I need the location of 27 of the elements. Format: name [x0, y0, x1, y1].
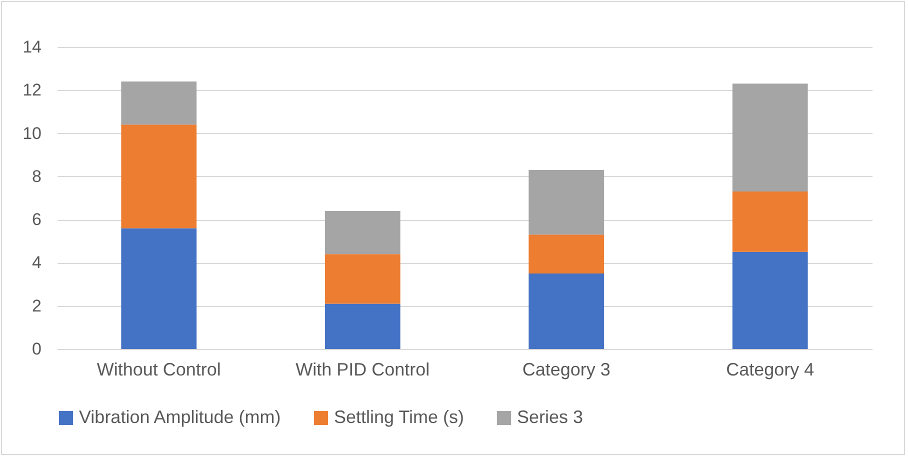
- bar: [121, 124, 197, 228]
- x-tick-label: With PID Control: [296, 360, 430, 380]
- y-tick-label: 10: [22, 124, 42, 143]
- y-tick-label: 12: [22, 80, 42, 100]
- bar: [528, 274, 604, 349]
- legend-label: Settling Time (s): [334, 407, 464, 427]
- bar: [732, 84, 808, 192]
- bar: [121, 228, 197, 349]
- bar: [528, 234, 604, 274]
- legend-label: Series 3: [517, 407, 584, 427]
- bar: [324, 304, 400, 349]
- y-tick-label: 4: [32, 253, 42, 272]
- bar: [324, 254, 400, 304]
- x-tick-label: Without Control: [96, 360, 221, 380]
- x-tick-label: Category 3: [522, 360, 610, 380]
- bar: [121, 82, 197, 125]
- y-tick-label: 8: [32, 166, 42, 186]
- bar: [732, 192, 808, 252]
- bar: [324, 210, 400, 254]
- bar: [732, 252, 808, 349]
- x-tick-label: Category 4: [726, 360, 814, 380]
- y-tick-label: 14: [22, 38, 42, 56]
- bar: [528, 170, 604, 235]
- y-tick-label: 2: [32, 296, 42, 316]
- y-tick-label: 6: [32, 210, 42, 230]
- y-tick-label: 0: [32, 340, 42, 358]
- legend-label: Vibration Amplitude (mm): [79, 407, 281, 427]
